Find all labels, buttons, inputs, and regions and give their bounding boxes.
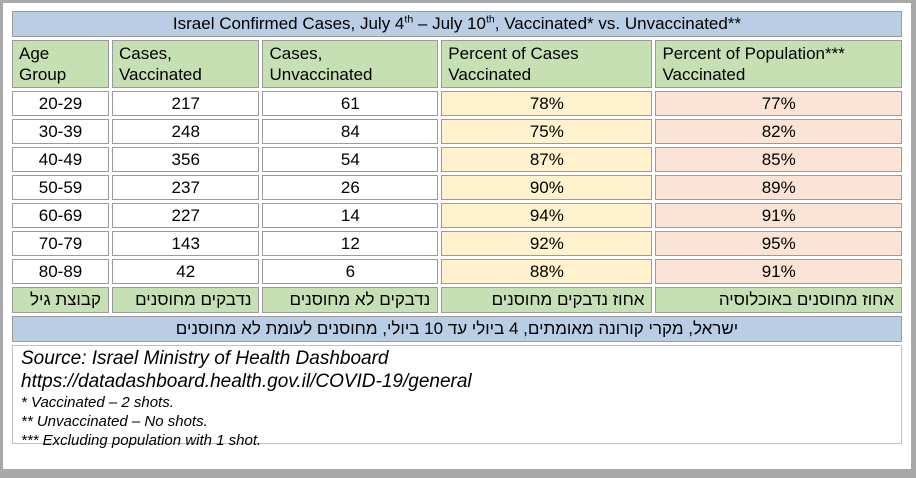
cell-age-group: 80-89 <box>12 259 109 284</box>
cell-cases-vaccinated: 42 <box>111 259 260 284</box>
title-superscript: th <box>485 13 495 26</box>
table-row: 40-49 356 54 87% 85% <box>12 147 902 172</box>
cell-cases-vaccinated: 237 <box>111 175 260 200</box>
cell-cases-unvaccinated: 6 <box>262 259 439 284</box>
title-text: Israel Confirmed Cases, July 4 <box>172 14 405 33</box>
cell-cases-vaccinated: 356 <box>111 147 260 172</box>
cell-percent-cases-vaccinated: 75% <box>441 119 653 144</box>
column-header-cases-unvaccinated: Cases, Unvaccinated <box>262 40 439 88</box>
hebrew-column-header-percent-cases-vaccinated: אחוז נדבקים מחוסנים <box>441 287 653 313</box>
table-row: 60-69 227 14 94% 91% <box>12 203 902 228</box>
cell-percent-cases-vaccinated: 88% <box>441 259 653 284</box>
title-row: Israel Confirmed Cases, July 4th – July … <box>12 11 902 37</box>
title-text: , Vaccinated* vs. Unvaccinated** <box>494 14 742 33</box>
cell-age-group: 60-69 <box>12 203 109 228</box>
source-line: Source: Israel Ministry of Health Dashbo… <box>21 348 389 369</box>
cell-percent-population-vaccinated: 82% <box>655 119 902 144</box>
table-title: Israel Confirmed Cases, July 4th – July … <box>12 11 902 37</box>
cell-percent-population-vaccinated: 77% <box>655 91 902 116</box>
cell-age-group: 30-39 <box>12 119 109 144</box>
cell-cases-vaccinated: 143 <box>111 231 260 256</box>
table-row: 80-89 42 6 88% 91% <box>12 259 902 284</box>
cell-percent-population-vaccinated: 85% <box>655 147 902 172</box>
cell-percent-population-vaccinated: 89% <box>655 175 902 200</box>
footnote: * Vaccinated – 2 shots. <box>21 394 174 411</box>
cell-cases-unvaccinated: 61 <box>262 91 439 116</box>
cell-percent-cases-vaccinated: 90% <box>441 175 653 200</box>
header-row: Age Group Cases, Vaccinated Cases, Unvaccinat… <box>12 40 902 88</box>
cell-age-group: 50-59 <box>12 175 109 200</box>
cell-cases-unvaccinated: 14 <box>262 203 439 228</box>
hebrew-column-header-cases-vaccinated: נדבקים מחוסנים <box>111 287 260 313</box>
hebrew-column-header-cases-unvaccinated: נדבקים לא מחוסנים <box>262 287 439 313</box>
table-row: 70-79 143 12 92% 95% <box>12 231 902 256</box>
cell-cases-unvaccinated: 54 <box>262 147 439 172</box>
cell-percent-population-vaccinated: 95% <box>655 231 902 256</box>
column-header-percent-population-vaccinated: Percent of Population*** Vaccinated <box>655 40 902 88</box>
cell-age-group: 70-79 <box>12 231 109 256</box>
cell-percent-cases-vaccinated: 92% <box>441 231 653 256</box>
cell-percent-population-vaccinated: 91% <box>655 203 902 228</box>
hebrew-table-title: ישראל, מקרי קורונה מאומתים, 4 ביולי עד 1… <box>12 316 902 342</box>
hebrew-column-header-age-group: קבוצת גיל <box>12 287 109 313</box>
hebrew-column-header-percent-population-vaccinated: אחוז מחוסנים באוכלוסיה <box>655 287 902 313</box>
cell-percent-cases-vaccinated: 87% <box>441 147 653 172</box>
footnote: *** Excluding population with 1 shot. <box>21 432 262 449</box>
footnote: ** Unvaccinated – No shots. <box>21 413 208 430</box>
cell-percent-population-vaccinated: 91% <box>655 259 902 284</box>
cell-cases-vaccinated: 248 <box>111 119 260 144</box>
source-box: Source: Israel Ministry of Health Dashbo… <box>12 345 902 449</box>
table-row: 20-29 217 61 78% 77% <box>12 91 902 116</box>
table-row: 30-39 248 84 75% 82% <box>12 119 902 144</box>
title-superscript: th <box>404 13 414 26</box>
cell-cases-vaccinated: 227 <box>111 203 260 228</box>
column-header-percent-cases-vaccinated: Percent of Cases Vaccinated <box>441 40 653 88</box>
hebrew-title-row: ישראל, מקרי קורונה מאומתים, 4 ביולי עד 1… <box>12 316 902 342</box>
cell-cases-unvaccinated: 84 <box>262 119 439 144</box>
cell-percent-cases-vaccinated: 94% <box>441 203 653 228</box>
cell-percent-cases-vaccinated: 78% <box>441 91 653 116</box>
footnotes: * Vaccinated – 2 shots. ** Unvaccinated –… <box>21 393 893 450</box>
column-header-age-group: Age Group <box>12 40 109 88</box>
cell-cases-vaccinated: 217 <box>111 91 260 116</box>
source-url: https://datadashboard.health.gov.il/COVI… <box>21 371 472 392</box>
hebrew-header-row: קבוצת גיל נדבקים מחוסנים נדבקים לא מחוסנים… <box>12 287 902 313</box>
cell-age-group: 20-29 <box>12 91 109 116</box>
table-row: 50-59 237 26 90% 89% <box>12 175 902 200</box>
title-text: – July 10 <box>413 14 486 33</box>
cell-cases-unvaccinated: 26 <box>262 175 439 200</box>
confirmed-cases-table: Israel Confirmed Cases, July 4th – July … <box>9 8 905 345</box>
cell-cases-unvaccinated: 12 <box>262 231 439 256</box>
column-header-cases-vaccinated: Cases, Vaccinated <box>111 40 260 88</box>
cell-age-group: 40-49 <box>12 147 109 172</box>
